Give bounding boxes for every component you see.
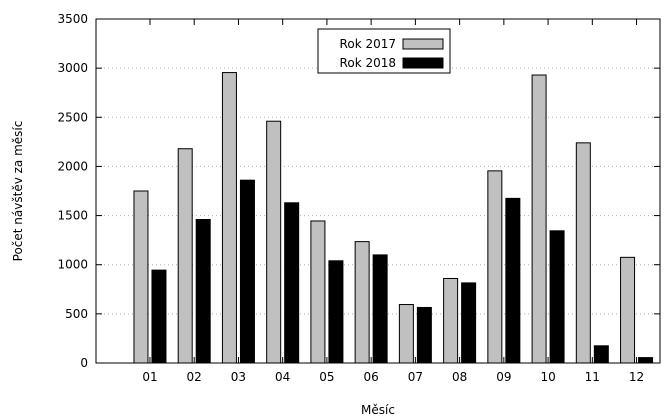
x-tick-label: 11 — [585, 370, 600, 384]
x-tick-label: 08 — [452, 370, 467, 384]
bar-series-2 — [328, 260, 344, 364]
x-tick-label: 12 — [629, 370, 644, 384]
bar-series-1 — [531, 74, 547, 364]
bar-series-2 — [638, 357, 654, 364]
y-tick-label: 2500 — [57, 110, 88, 124]
y-tick-label: 1000 — [57, 258, 88, 272]
y-tick-label: 500 — [65, 307, 88, 321]
y-tick-label: 0 — [80, 356, 88, 370]
bar-series-1 — [266, 120, 282, 364]
bar-series-2 — [416, 306, 432, 364]
x-tick-label: 02 — [187, 370, 202, 384]
x-axis-label: Měsíc — [361, 403, 395, 417]
x-tick-labels: 01 02 03 04 05 06 07 08 09 10 11 12 — [142, 370, 644, 384]
legend: Rok 2017 Rok 2018 — [317, 28, 451, 74]
bar-series-1 — [133, 190, 149, 364]
y-tick-label: 1500 — [57, 209, 88, 223]
bar-series-1 — [487, 170, 503, 364]
bar-series-1 — [443, 277, 459, 364]
x-tick-label: 09 — [496, 370, 511, 384]
legend-swatch — [402, 38, 444, 50]
bar-series-2 — [239, 179, 255, 364]
bars — [133, 72, 654, 364]
bar-series-1 — [177, 148, 193, 364]
x-tick-label: 10 — [540, 370, 555, 384]
y-tick-labels: 0 500 1000 1500 2000 2500 3000 3500 — [57, 12, 88, 370]
x-tick-label: 04 — [275, 370, 290, 384]
bar-series-1 — [310, 220, 326, 364]
x-tick-label: 05 — [319, 370, 334, 384]
y-axis-label: Počet návštěv za měsíc — [11, 121, 25, 262]
bar-series-1 — [575, 142, 591, 364]
legend-label: Rok 2017 — [340, 37, 396, 51]
plot-frame — [95, 18, 661, 364]
x-tick-label: 03 — [231, 370, 246, 384]
legend-label: Rok 2018 — [340, 56, 396, 70]
bar-series-2 — [151, 269, 167, 364]
y-tick-label: 2000 — [57, 159, 88, 173]
y-tick-label: 3500 — [57, 12, 88, 26]
x-tick-label: 06 — [364, 370, 379, 384]
x-tick-label: 07 — [408, 370, 423, 384]
bar-series-2 — [505, 197, 521, 364]
bar-series-1 — [398, 304, 414, 364]
tick-marks — [96, 18, 660, 364]
bar-series-2 — [461, 282, 477, 364]
y-tick-label: 3000 — [57, 61, 88, 75]
bar-series-2 — [372, 254, 388, 364]
bar-series-1 — [221, 72, 237, 364]
bar-series-2 — [195, 219, 211, 364]
x-tick-label: 01 — [142, 370, 157, 384]
bar-series-2 — [284, 202, 300, 364]
bar-series-1 — [354, 241, 370, 364]
legend-swatch — [402, 57, 444, 69]
bar-series-2 — [549, 230, 565, 364]
bar-series-1 — [620, 256, 636, 364]
bar-series-2 — [593, 345, 609, 364]
